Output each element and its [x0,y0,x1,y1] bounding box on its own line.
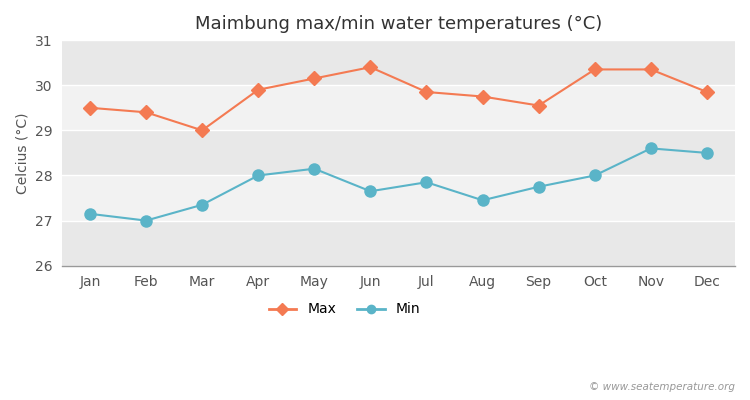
Bar [62,220,735,266]
Y-axis label: Celcius (°C): Celcius (°C) [15,112,29,194]
Bar [62,130,735,176]
Bar [62,176,735,220]
Bar [62,40,735,85]
Text: © www.seatemperature.org: © www.seatemperature.org [589,382,735,392]
Title: Maimbung max/min water temperatures (°C): Maimbung max/min water temperatures (°C) [195,15,602,33]
Bar [62,85,735,130]
Legend: Max, Min: Max, Min [263,297,426,322]
